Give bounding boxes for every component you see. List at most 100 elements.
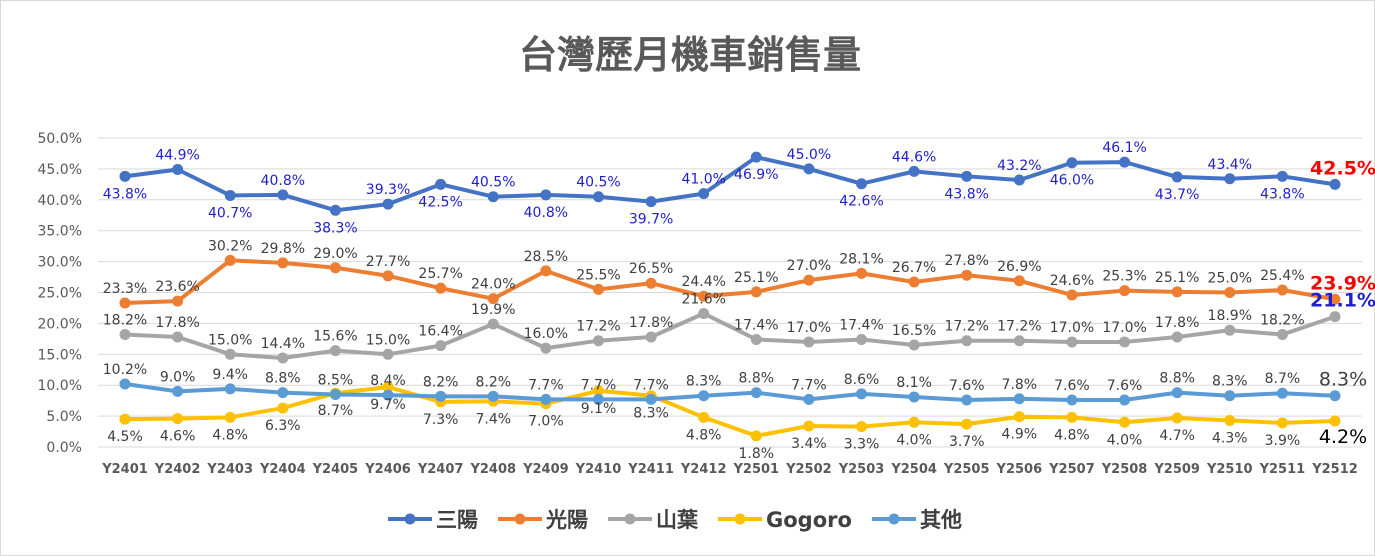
x-tick-label: Y2505 (943, 462, 990, 477)
data-label: 8.3% (1212, 374, 1248, 390)
data-point (1013, 174, 1025, 186)
series-line (124, 258, 1336, 306)
data-label: 27.8% (944, 253, 988, 269)
data-point (750, 151, 762, 163)
data-point (224, 411, 236, 423)
data-label: 3.4% (791, 436, 827, 452)
y-tick-label: 30.0% (38, 255, 82, 271)
data-label: 8.5% (318, 372, 354, 388)
data-point (856, 267, 868, 279)
x-tick-label: Y2503 (838, 462, 885, 477)
legend-marker (888, 513, 900, 525)
data-label: 27.0% (787, 258, 831, 274)
data-label: 7.7% (581, 377, 617, 393)
data-point (645, 277, 657, 289)
data-label: 44.6% (892, 149, 936, 165)
data-point (1329, 390, 1341, 402)
data-label: 7.6% (1107, 378, 1143, 394)
x-tick-label: Y2408 (469, 462, 516, 477)
data-point (119, 170, 131, 182)
y-tick-label: 25.0% (38, 286, 82, 302)
data-point (1276, 329, 1288, 341)
data-label: 29.8% (261, 241, 305, 257)
data-point (435, 178, 447, 190)
y-tick-label: 45.0% (38, 162, 82, 178)
data-point (1171, 331, 1183, 343)
data-point (1066, 336, 1078, 348)
data-point (698, 411, 710, 423)
data-label: 3.9% (1265, 433, 1301, 449)
data-point (540, 265, 552, 277)
data-point (961, 170, 973, 182)
data-label: 4.8% (686, 427, 722, 443)
data-label: 4.7% (1159, 428, 1195, 444)
data-point (1066, 411, 1078, 423)
data-label: 39.7% (629, 212, 673, 228)
data-point (487, 318, 499, 330)
data-point (382, 389, 394, 401)
x-tick-label: Y2502 (785, 462, 832, 477)
data-point (856, 388, 868, 400)
data-label: 46.1% (1102, 140, 1146, 156)
data-point (382, 198, 394, 210)
data-point (750, 430, 762, 442)
data-label: 8.4% (370, 373, 406, 389)
data-label: 9.7% (370, 397, 406, 413)
x-tick-label: Y2406 (364, 462, 411, 477)
data-point (1329, 415, 1341, 427)
data-label: 26.5% (629, 261, 673, 277)
data-label: 4.6% (160, 429, 196, 445)
data-label: 29.0% (313, 246, 357, 262)
y-tick-label: 10.0% (38, 378, 82, 394)
data-point (1224, 287, 1236, 298)
data-label: 4.9% (1002, 427, 1038, 443)
data-label: 18.9% (1208, 308, 1252, 324)
data-point (1224, 173, 1236, 185)
data-point (329, 388, 341, 400)
data-point (487, 191, 499, 203)
x-tick-label: Y2412 (680, 462, 727, 477)
data-label: 15.6% (313, 329, 357, 345)
data-point (961, 269, 973, 281)
data-label: 17.2% (944, 319, 988, 335)
data-point (698, 308, 710, 320)
series-Gogoro (119, 381, 1341, 442)
data-label: 39.3% (366, 182, 410, 198)
data-point (856, 333, 868, 345)
series-三陽 (119, 151, 1341, 216)
data-label: 4.8% (212, 427, 248, 443)
data-point (803, 163, 815, 175)
data-label: 8.8% (265, 371, 301, 387)
data-label: 43.8% (1260, 186, 1304, 202)
data-label: 26.7% (892, 260, 936, 276)
data-point (540, 393, 552, 405)
data-point (277, 402, 289, 414)
x-tick-label: Y2504 (890, 462, 937, 477)
data-label: 25.3% (1102, 269, 1146, 285)
data-point (908, 339, 920, 351)
data-point (1329, 178, 1341, 190)
data-label: 41.0% (681, 172, 725, 188)
data-label: 14.4% (261, 336, 305, 352)
data-label: 43.8% (944, 186, 988, 202)
data-label: 15.0% (208, 332, 252, 348)
data-label: 18.2% (1260, 313, 1304, 329)
data-point (1066, 157, 1078, 169)
data-label: 21.6% (681, 292, 725, 308)
data-label: 17.0% (787, 320, 831, 336)
data-label: 17.4% (734, 317, 778, 333)
legend-item: 光陽 (498, 508, 588, 532)
data-point (119, 297, 131, 309)
data-label: 8.3% (1319, 369, 1367, 391)
data-label: 18.2% (103, 313, 147, 329)
data-point (382, 348, 394, 360)
data-label: 40.8% (261, 173, 305, 189)
data-label: 8.1% (896, 375, 932, 391)
data-point (277, 352, 289, 364)
data-label: 9.1% (581, 401, 617, 417)
data-label: 7.7% (633, 377, 669, 393)
data-point (1119, 394, 1131, 406)
data-point (540, 342, 552, 354)
data-point (856, 178, 868, 190)
data-point (277, 189, 289, 201)
